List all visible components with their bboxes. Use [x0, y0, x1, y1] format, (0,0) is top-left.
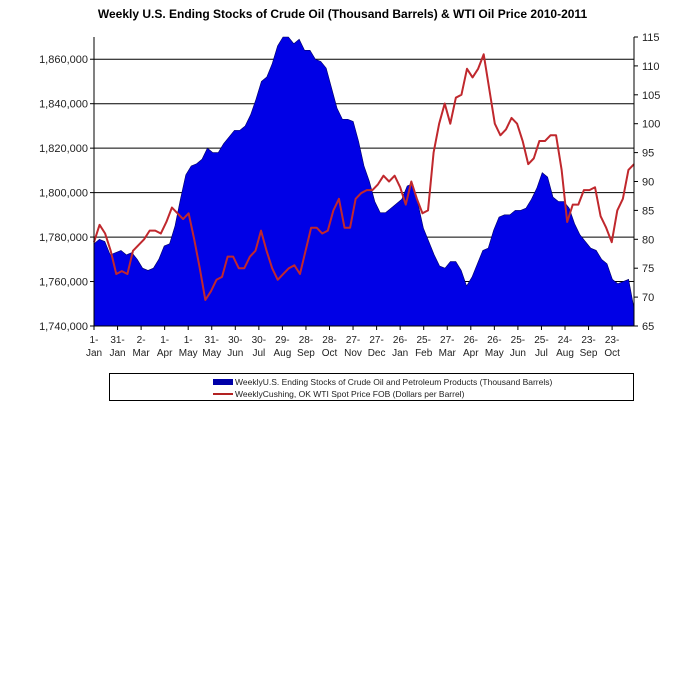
x-tick-label-month: Sep: [580, 348, 598, 359]
left-tick-label: 1,860,000: [39, 54, 88, 66]
x-tick-label-day: 26-: [487, 335, 501, 346]
legend-label-price: WeeklyCushing, OK WTI Spot Price FOB (Do…: [235, 389, 465, 399]
x-tick-label-month: Aug: [274, 348, 292, 359]
x-tick-label-day: 25-: [511, 335, 525, 346]
left-tick-label: 1,780,000: [39, 232, 88, 244]
x-tick-label-month: May: [202, 348, 221, 359]
x-tick-label-month: Oct: [322, 348, 338, 359]
stocks-area-layer: [93, 36, 635, 327]
right-tick-label: 90: [642, 177, 654, 189]
price-line: [93, 53, 635, 301]
x-tick-label-month: Jul: [535, 348, 548, 359]
left-tick-label: 1,840,000: [39, 99, 88, 111]
stocks-area: [93, 36, 635, 327]
left-tick-label: 1,740,000: [39, 321, 88, 333]
x-tick-label-month: Jan: [392, 348, 408, 359]
x-tick-label-month: Jan: [109, 348, 125, 359]
x-tick-label-day: 24-: [558, 335, 572, 346]
legend-item-price: WeeklyCushing, OK WTI Spot Price FOB (Do…: [213, 388, 464, 400]
x-tick-label-month: Aug: [556, 348, 574, 359]
right-axis-ticks: 65 70 75 80 85 90 95 100 105 110 115: [634, 32, 660, 333]
x-tick-label-day: 2-: [137, 335, 146, 346]
legend: WeeklyU.S. Ending Stocks of Crude Oil an…: [109, 373, 634, 401]
x-tick-label-month: May: [485, 348, 504, 359]
x-tick-label-day: 31-: [110, 335, 124, 346]
x-tick-label-month: Jul: [252, 348, 265, 359]
x-axis-ticks: 1- Jan 31- Jan 2- Mar 1- Apr 1- May 31- May 30- Jun 30…: [86, 326, 620, 359]
x-tick-label-day: 30-: [228, 335, 242, 346]
x-tick-label-month: Mar: [132, 348, 150, 359]
right-tick-label: 95: [642, 148, 654, 160]
right-tick-label: 115: [642, 32, 660, 44]
x-tick-label-day: 1-: [90, 335, 99, 346]
x-tick-label-day: 26-: [464, 335, 478, 346]
right-tick-label: 80: [642, 234, 654, 246]
x-tick-label-month: Jan: [86, 348, 102, 359]
legend-label-stocks: WeeklyU.S. Ending Stocks of Crude Oil an…: [235, 377, 553, 387]
x-tick-label-month: Feb: [415, 348, 433, 359]
x-tick-label-month: Jun: [510, 348, 526, 359]
right-tick-label: 105: [642, 90, 660, 102]
x-tick-label-day: 23-: [605, 335, 619, 346]
legend-swatch-price: [213, 393, 233, 395]
right-tick-label: 110: [642, 61, 660, 73]
x-tick-label-month: Dec: [368, 348, 386, 359]
x-tick-label-day: 30-: [252, 335, 266, 346]
right-tick-label: 100: [642, 119, 660, 131]
left-tick-label: 1,800,000: [39, 188, 88, 200]
chart-canvas: 1,740,000 1,760,000 1,780,000 1,800,000 1,82…: [39, 32, 660, 359]
x-tick-label-day: 29-: [275, 335, 289, 346]
left-tick-label: 1,820,000: [39, 143, 88, 155]
right-tick-label: 70: [642, 292, 654, 304]
x-tick-label-day: 23-: [581, 335, 595, 346]
x-tick-label-month: Apr: [463, 348, 479, 359]
chart-title: Weekly U.S. Ending Stocks of Crude Oil (…: [97, 7, 588, 21]
x-tick-label-day: 27-: [369, 335, 383, 346]
right-tick-label: 75: [642, 263, 654, 275]
price-line-layer: [93, 53, 635, 301]
right-tick-label: 85: [642, 205, 654, 217]
x-tick-label-day: 1-: [184, 335, 193, 346]
legend-item-stocks: WeeklyU.S. Ending Stocks of Crude Oil an…: [213, 376, 552, 388]
x-tick-label-month: Oct: [604, 348, 620, 359]
x-tick-label-day: 27-: [440, 335, 454, 346]
left-axis-ticks: 1,740,000 1,760,000 1,780,000 1,800,000 1,82…: [39, 54, 94, 333]
x-tick-label-day: 26-: [393, 335, 407, 346]
x-tick-label-month: Nov: [344, 348, 362, 359]
x-tick-label-day: 28-: [299, 335, 313, 346]
x-tick-label-month: Jun: [227, 348, 243, 359]
x-tick-label-day: 25-: [416, 335, 430, 346]
right-tick-label: 65: [642, 321, 654, 333]
x-tick-label-day: 28-: [322, 335, 336, 346]
x-tick-label-day: 31-: [205, 335, 219, 346]
x-tick-label-month: May: [179, 348, 198, 359]
x-tick-label-day: 27-: [346, 335, 360, 346]
x-tick-label-month: Mar: [439, 348, 457, 359]
legend-swatch-stocks: [213, 379, 233, 385]
left-tick-label: 1,760,000: [39, 277, 88, 289]
x-tick-label-day: 25-: [534, 335, 548, 346]
x-tick-label-month: Apr: [157, 348, 173, 359]
x-tick-label-month: Sep: [297, 348, 315, 359]
x-tick-label-day: 1-: [160, 335, 169, 346]
